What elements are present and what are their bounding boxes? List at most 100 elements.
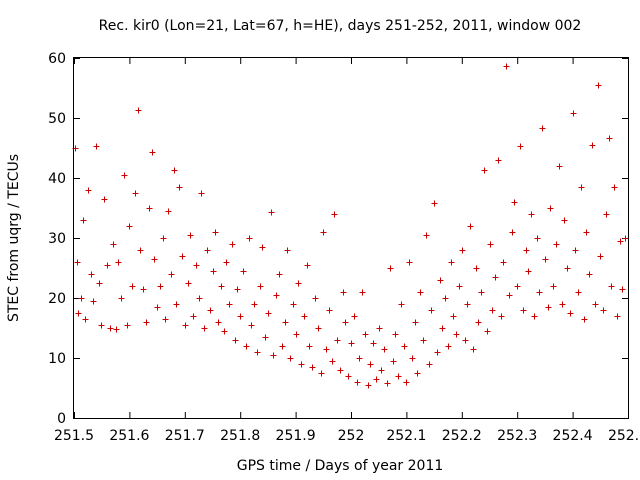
data-point <box>140 286 147 293</box>
data-point <box>318 370 325 377</box>
data-point <box>583 229 590 236</box>
data-point <box>210 268 217 275</box>
data-point <box>345 373 352 380</box>
data-point <box>431 200 438 207</box>
data-point <box>126 223 133 230</box>
data-point <box>570 110 577 117</box>
data-point <box>506 292 513 299</box>
data-point <box>304 262 311 269</box>
x-tick-label: 252.2 <box>442 428 482 444</box>
data-point <box>143 319 150 326</box>
data-point <box>273 292 280 299</box>
x-tick-label: 252 <box>338 428 365 444</box>
data-point <box>445 343 452 350</box>
data-point <box>487 241 494 248</box>
data-point <box>373 376 380 383</box>
data-point <box>240 268 247 275</box>
data-point <box>517 143 524 150</box>
data-point <box>132 190 139 197</box>
data-point <box>528 211 535 218</box>
data-point <box>160 235 167 242</box>
data-point <box>531 313 538 320</box>
data-point <box>614 313 621 320</box>
data-point <box>553 241 560 248</box>
data-point <box>340 289 347 296</box>
data-point <box>254 349 261 356</box>
data-point <box>96 280 103 287</box>
data-point <box>462 337 469 344</box>
data-point <box>251 301 258 308</box>
data-point <box>619 286 626 293</box>
x-tick-label: 252.3 <box>497 428 537 444</box>
data-point <box>473 265 480 272</box>
data-point <box>312 295 319 302</box>
data-point <box>437 277 444 284</box>
y-tick-label: 50 <box>48 111 66 127</box>
data-point <box>398 301 405 308</box>
data-point <box>215 319 222 326</box>
data-point <box>420 337 427 344</box>
data-point <box>234 286 241 293</box>
data-point <box>617 238 624 245</box>
data-point <box>520 307 527 314</box>
data-point <box>218 283 225 290</box>
data-point <box>356 355 363 362</box>
data-point <box>351 313 358 320</box>
data-point <box>387 265 394 272</box>
data-point <box>606 135 613 142</box>
data-point <box>168 271 175 278</box>
data-point <box>124 322 131 329</box>
data-point <box>157 283 164 290</box>
data-point <box>284 247 291 254</box>
x-tick-label: 251.7 <box>165 428 205 444</box>
data-point <box>470 346 477 353</box>
data-point <box>600 307 607 314</box>
x-tick-label: 251.5 <box>54 428 94 444</box>
data-point <box>329 358 336 365</box>
data-point <box>342 319 349 326</box>
data-point <box>165 208 172 215</box>
data-point <box>88 271 95 278</box>
data-point <box>78 295 85 302</box>
data-point <box>295 280 302 287</box>
data-point <box>464 301 471 308</box>
data-point <box>171 167 178 174</box>
data-point <box>511 199 518 206</box>
data-point <box>412 319 419 326</box>
data-point <box>187 232 194 239</box>
data-point <box>337 367 344 374</box>
data-point <box>282 319 289 326</box>
data-point <box>622 235 629 242</box>
data-point <box>320 229 327 236</box>
data-point <box>459 247 466 254</box>
data-point <box>190 313 197 320</box>
data-point <box>581 316 588 323</box>
data-point <box>246 235 253 242</box>
data-point <box>578 184 585 191</box>
data-point <box>561 217 568 224</box>
data-point <box>406 259 413 266</box>
data-point <box>434 349 441 356</box>
data-point <box>575 289 582 296</box>
data-point <box>221 328 228 335</box>
y-tick-label: 30 <box>48 231 66 247</box>
data-point <box>279 343 286 350</box>
data-point <box>592 301 599 308</box>
data-point <box>448 259 455 266</box>
data-point <box>93 143 100 150</box>
data-point <box>378 367 385 374</box>
data-point <box>539 125 546 132</box>
data-point <box>503 63 510 70</box>
data-point <box>572 247 579 254</box>
data-point <box>564 265 571 272</box>
data-point <box>137 247 144 254</box>
data-point <box>309 364 316 371</box>
data-point <box>475 319 482 326</box>
data-point <box>80 217 87 224</box>
data-point <box>492 274 499 281</box>
data-point <box>257 283 264 290</box>
data-point <box>306 343 313 350</box>
y-tick-label: 0 <box>57 411 66 427</box>
